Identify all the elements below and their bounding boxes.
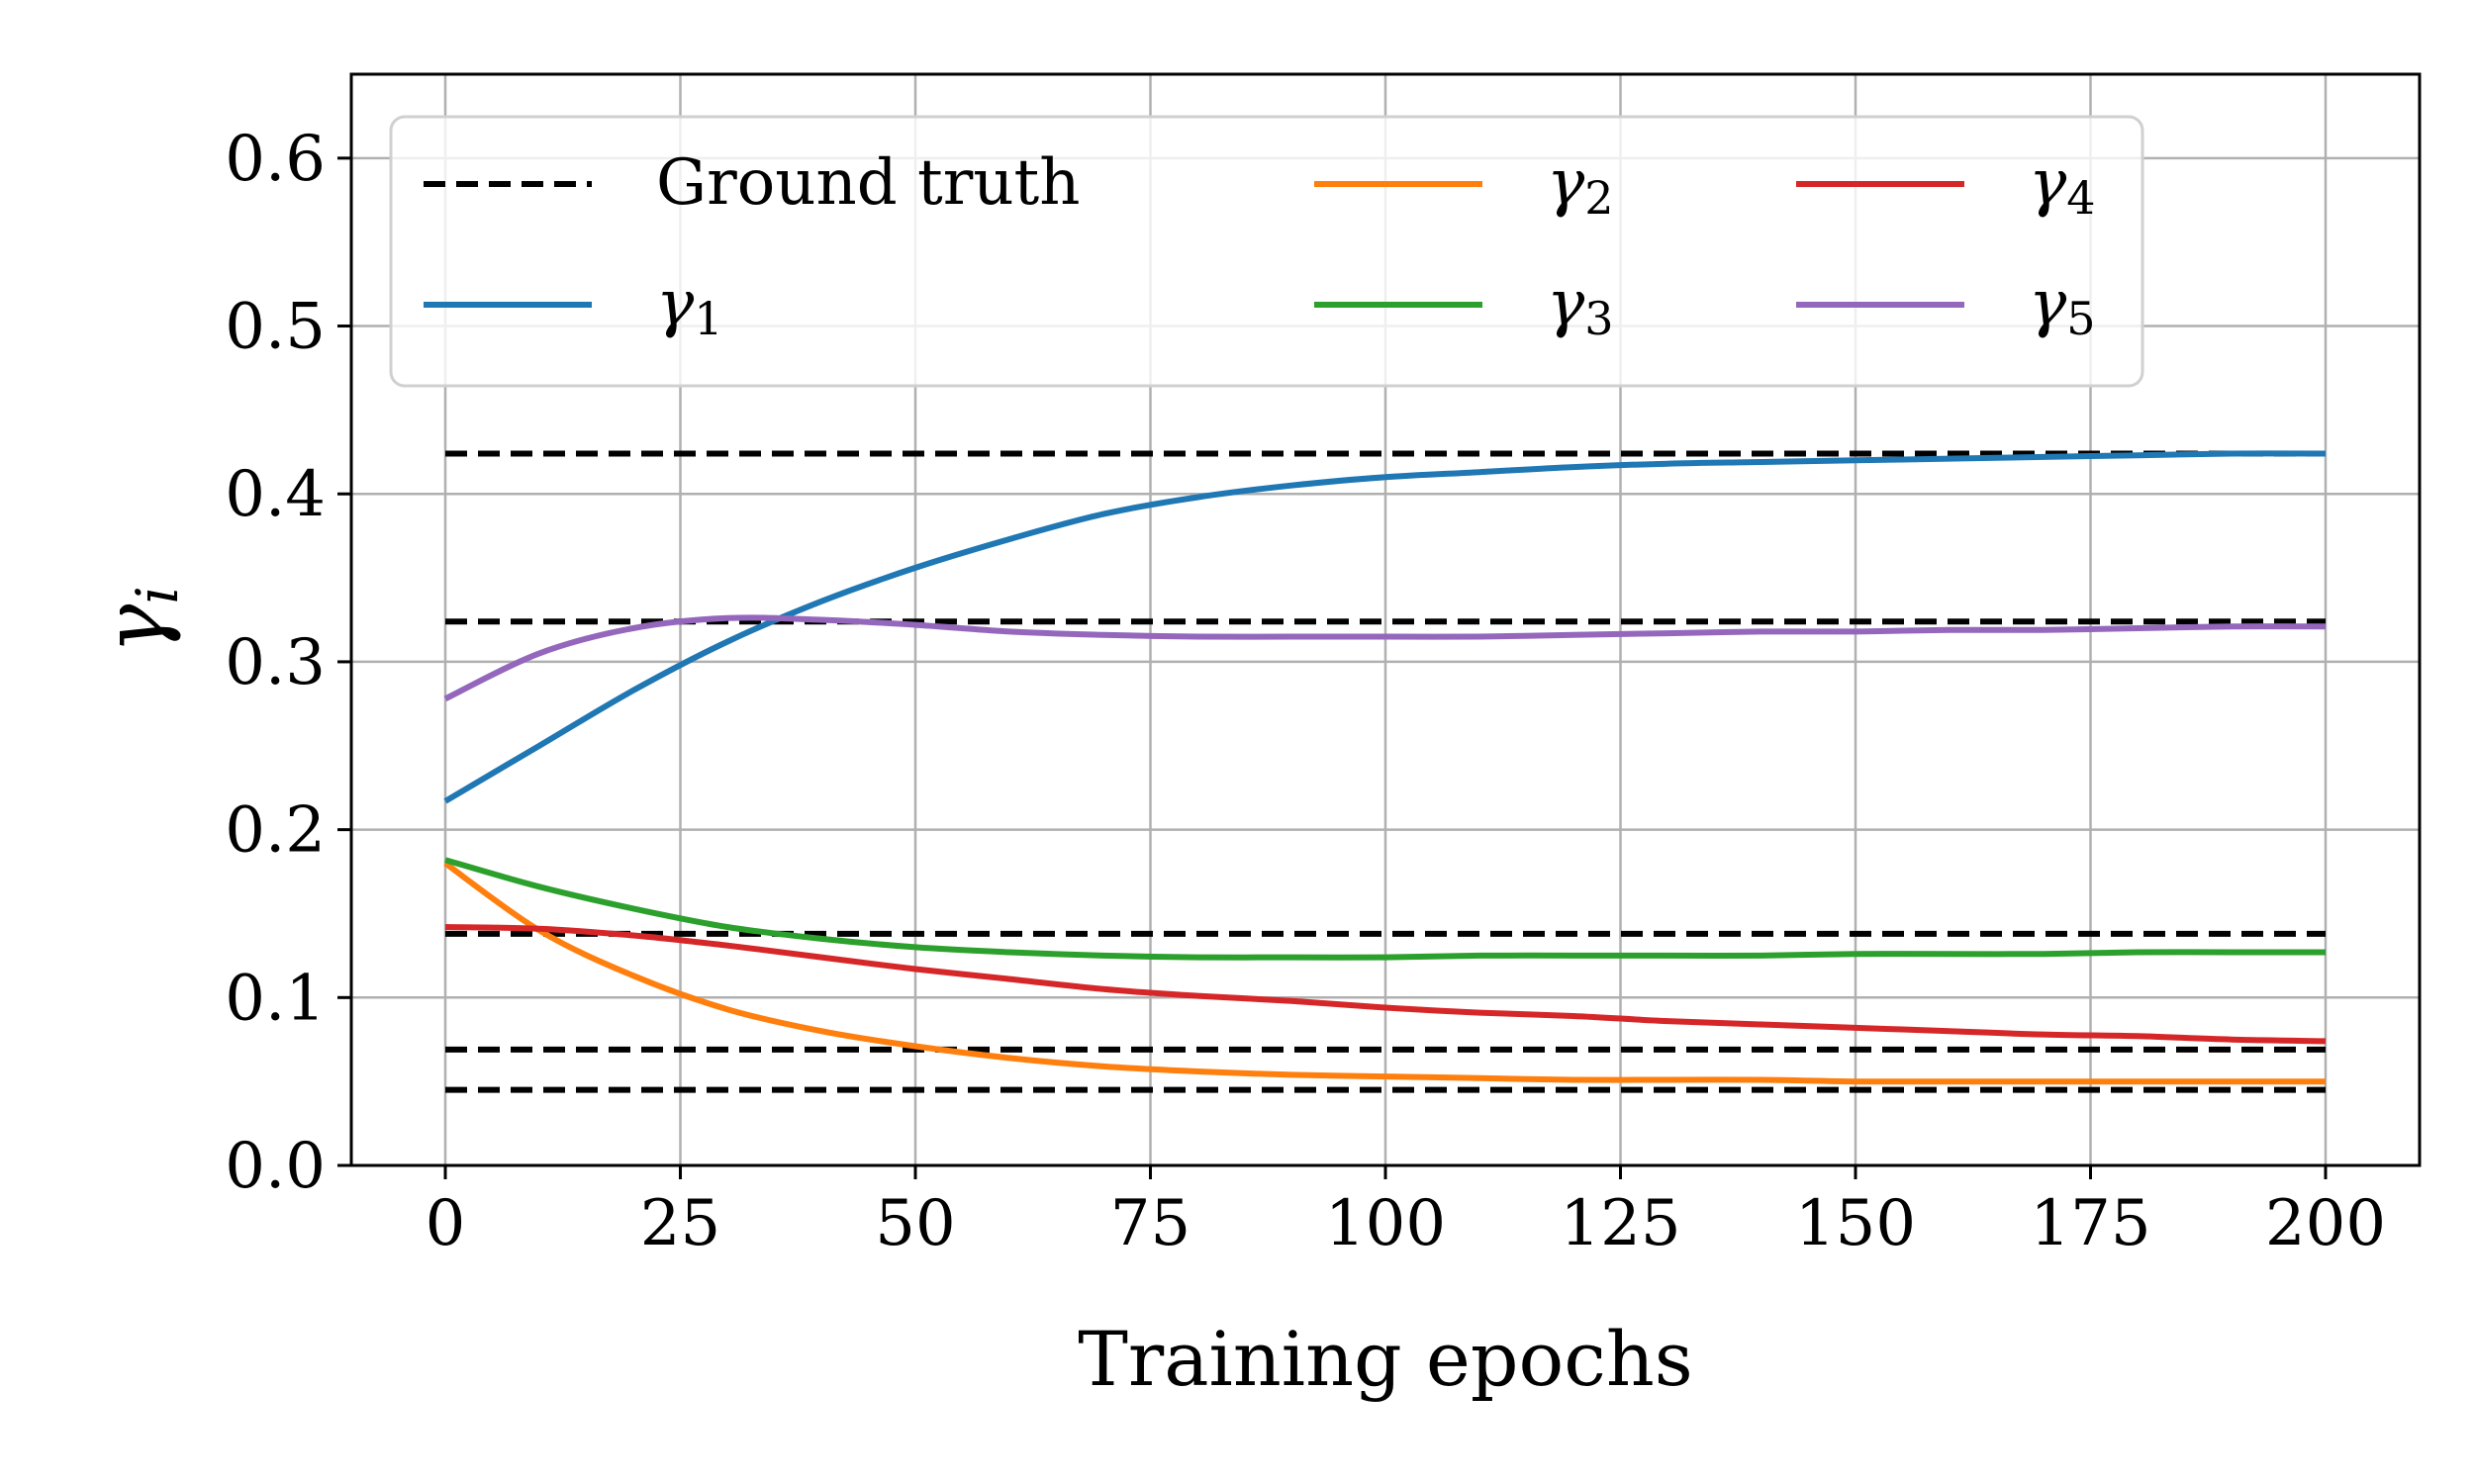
legend-label-ground-truth: Ground truth — [656, 146, 1080, 220]
x-tick-label: 100 — [1325, 1187, 1446, 1260]
x-tick-label: 200 — [2265, 1187, 2386, 1260]
y-tick-label: 0.6 — [225, 123, 326, 196]
y-axis-symbol: γ — [86, 603, 183, 654]
y-axis-title: γi — [86, 586, 191, 654]
y-tick-label: 0.2 — [225, 794, 326, 868]
y-tick-label: 0.1 — [225, 962, 326, 1035]
y-tick-label: 0.3 — [225, 626, 326, 699]
x-tick-label: 150 — [1795, 1187, 1916, 1260]
y-tick-label: 0.0 — [225, 1130, 326, 1203]
series-line-gamma-3 — [444, 857, 2326, 961]
series-line-gamma-1 — [443, 450, 2327, 804]
legend-label-gamma-1: γ1 — [656, 267, 723, 345]
x-tick-label: 125 — [1560, 1187, 1680, 1260]
y-axis-subscript: i — [124, 586, 191, 604]
series-line-gamma-4 — [444, 924, 2327, 1045]
x-tick-label: 175 — [2030, 1187, 2150, 1260]
y-tick-label: 0.4 — [225, 458, 326, 531]
series-lines — [443, 450, 2327, 1085]
series-line-gamma-5 — [443, 614, 2327, 701]
legend-box — [389, 115, 2144, 388]
legend-label-gamma-2: γ2 — [1547, 146, 1614, 225]
x-tick-label: 75 — [1110, 1187, 1190, 1260]
legend-label-gamma-5: γ5 — [2029, 267, 2096, 345]
x-axis-title: Training epochs — [1078, 1315, 1693, 1403]
legend-label-gamma-4: γ4 — [2029, 146, 2096, 225]
y-tick-label: 0.5 — [225, 291, 326, 364]
x-tick-label: 50 — [875, 1187, 955, 1260]
x-tick-label: 0 — [426, 1187, 466, 1260]
x-tick-label: 25 — [640, 1187, 720, 1260]
legend-label-gamma-3: γ3 — [1547, 267, 1614, 345]
series-line-gamma-2 — [443, 861, 2326, 1085]
legend: Ground truth γ1 γ2 γ3 γ4 γ5 — [389, 115, 2144, 388]
axis-ticks: 0 25 50 75 100 125 150 175 200 0.0 0.1 0.2 0.3 0.4 0.5… — [225, 123, 2386, 1260]
y-axis-title-text: γi — [86, 586, 191, 654]
